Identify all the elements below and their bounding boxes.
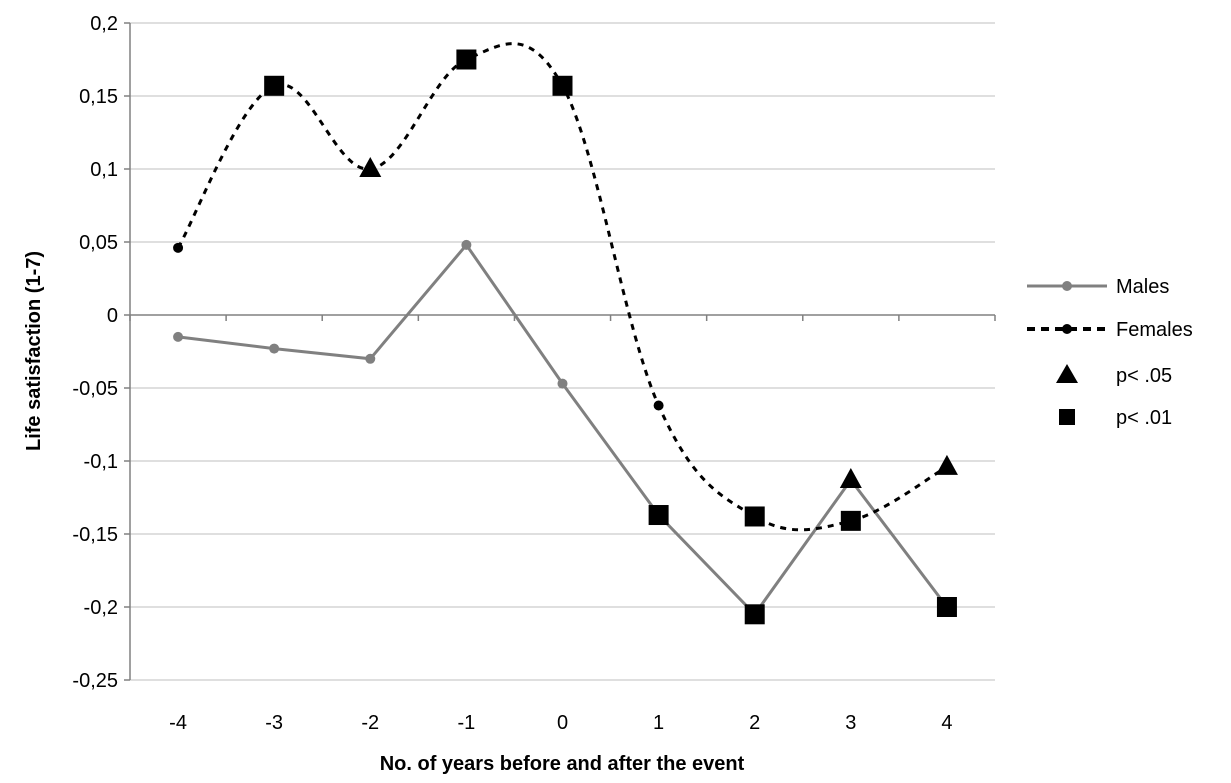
y-tick-label: -0,1 bbox=[84, 451, 118, 473]
data-point-females-triangle bbox=[935, 454, 958, 475]
y-tick-label: 0,15 bbox=[79, 86, 118, 108]
data-point-females-square bbox=[456, 49, 477, 70]
x-tick-label: -1 bbox=[457, 712, 475, 734]
data-point-males bbox=[269, 343, 280, 354]
data-point-males-square bbox=[744, 604, 765, 625]
x-tick-label: -3 bbox=[265, 712, 283, 734]
data-point-males bbox=[173, 331, 184, 342]
series-line-females bbox=[176, 42, 948, 532]
legend: Males Females p< .05 p< .01 bbox=[1027, 276, 1193, 429]
y-tick-labels: 0,2 0,15 0,1 0,05 0 -0,05 -0,1 -0,15 -0,2 -0,25 bbox=[72, 13, 118, 692]
data-point-females bbox=[173, 242, 184, 253]
legend-p05-label: p< .05 bbox=[1116, 365, 1172, 387]
data-point-males bbox=[461, 239, 472, 250]
x-tick-label: 1 bbox=[653, 712, 664, 734]
y-tick-label: -0,15 bbox=[72, 524, 118, 546]
data-point-females-square bbox=[744, 506, 765, 527]
x-tick-label: 0 bbox=[557, 712, 568, 734]
y-tick-label: 0 bbox=[107, 305, 118, 327]
data-point-males bbox=[365, 353, 376, 364]
y-tick-label: 0,2 bbox=[90, 13, 118, 35]
y-tick-label: 0,1 bbox=[90, 159, 118, 181]
data-point-markers bbox=[173, 49, 958, 625]
x-tick-label: -4 bbox=[169, 712, 187, 734]
y-axis-title: Life satisfaction (1-7) bbox=[23, 251, 45, 451]
y-tick-label: 0,05 bbox=[79, 232, 118, 254]
legend-females-marker bbox=[1062, 324, 1072, 334]
data-point-males-triangle bbox=[839, 467, 862, 488]
x-tick-label: 3 bbox=[845, 712, 856, 734]
data-point-males-square bbox=[936, 597, 957, 617]
data-point-females bbox=[653, 400, 664, 411]
axes bbox=[129, 23, 995, 680]
legend-females-label: Females bbox=[1116, 319, 1193, 341]
legend-males-marker bbox=[1062, 281, 1072, 291]
data-point-females-square bbox=[552, 75, 573, 96]
data-point-females-square bbox=[840, 510, 861, 531]
legend-square-marker bbox=[1059, 409, 1075, 425]
y-tick-label: -0,05 bbox=[72, 378, 118, 400]
legend-p01-label: p< .01 bbox=[1116, 407, 1172, 429]
series-lines bbox=[176, 42, 949, 617]
series-line-males bbox=[177, 242, 949, 617]
x-tick-labels: -4 -3 -2 -1 0 1 2 3 4 bbox=[169, 712, 952, 734]
y-tick-label: -0,25 bbox=[72, 670, 118, 692]
data-point-females-triangle bbox=[359, 157, 382, 177]
x-tick-label: -2 bbox=[361, 712, 379, 734]
legend-triangle-marker bbox=[1056, 364, 1078, 383]
gridlines bbox=[124, 22, 996, 681]
x-axis-title: No. of years before and after the event bbox=[380, 753, 745, 775]
data-point-males bbox=[557, 378, 568, 389]
data-point-males-square bbox=[648, 505, 669, 526]
y-tick-label: -0,2 bbox=[84, 597, 118, 619]
x-tick-label: 2 bbox=[749, 712, 760, 734]
data-point-females-square bbox=[264, 75, 285, 96]
x-tick-label: 4 bbox=[941, 712, 952, 734]
legend-males-label: Males bbox=[1116, 276, 1169, 298]
